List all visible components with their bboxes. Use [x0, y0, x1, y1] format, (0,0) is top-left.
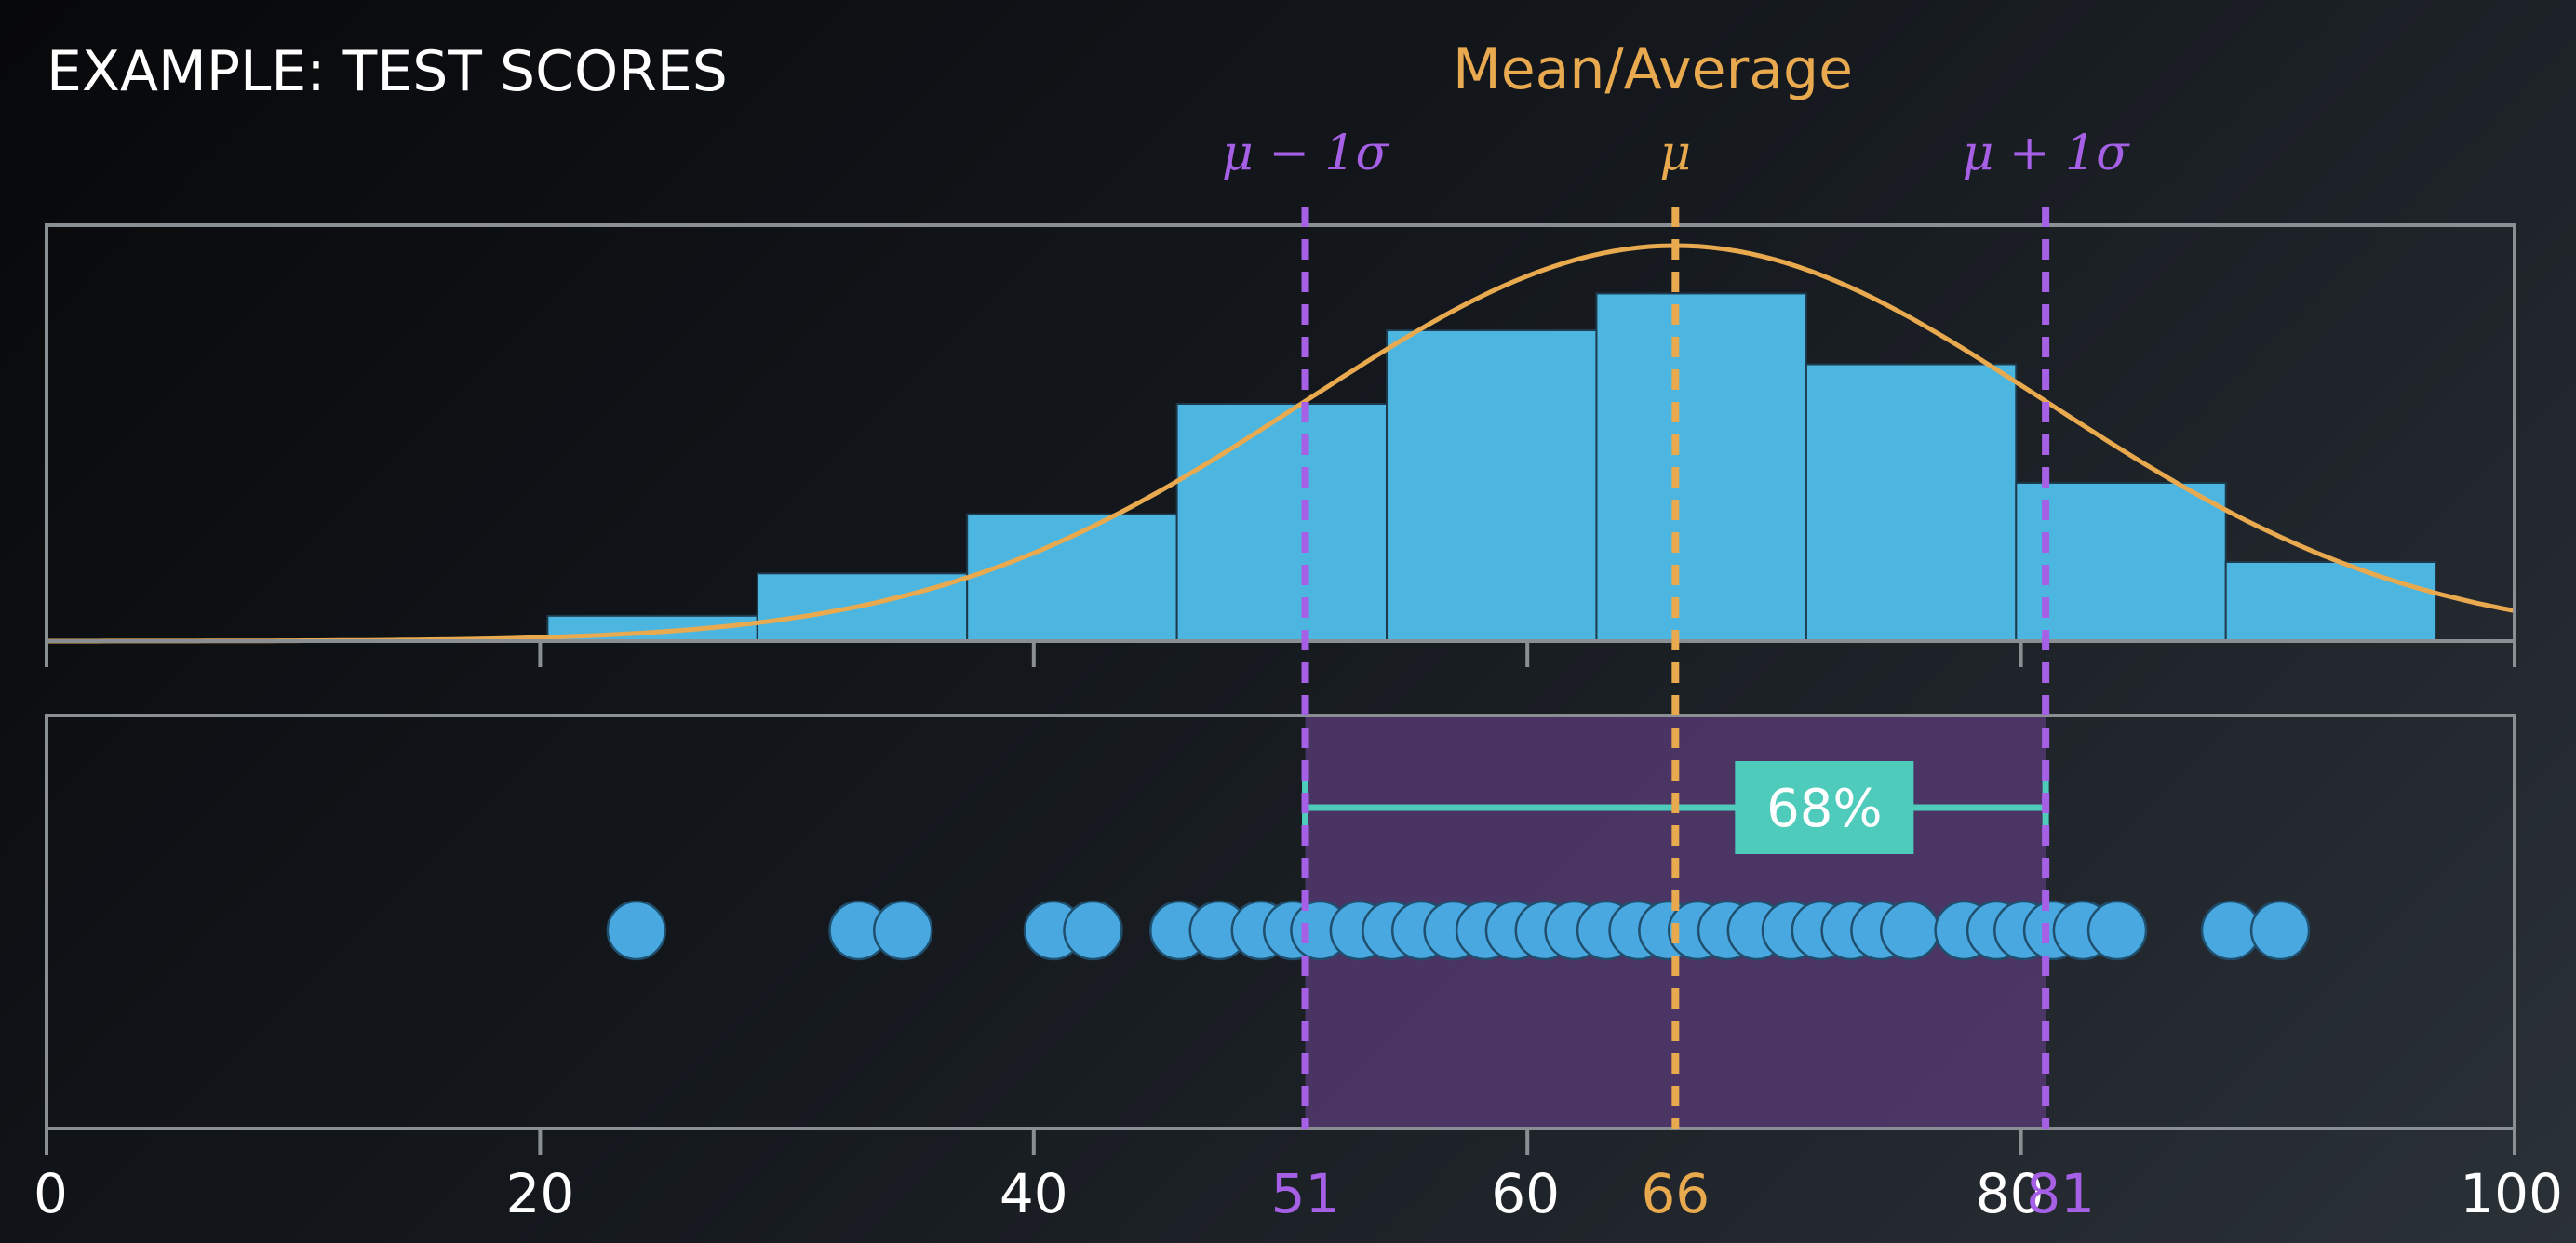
score-dot [606, 900, 667, 961]
score-dot [1063, 900, 1123, 961]
x-tick-label: 20 [505, 1162, 574, 1225]
x-tick-label: 100 [2460, 1162, 2563, 1225]
dot-plot-layer [606, 900, 2311, 961]
mean-symbol-label: μ [1659, 126, 1691, 181]
histogram-bar [1175, 403, 1389, 642]
plus-one-sigma-label: μ + 1σ [1963, 126, 2131, 181]
x-tick-label: 51 [1271, 1162, 1340, 1225]
score-dot [1880, 900, 1940, 961]
dot-plot-frame [45, 714, 2516, 1130]
x-tick-label: 81 [2026, 1162, 2095, 1225]
reference-lines-layer [1301, 207, 2050, 1129]
chart-title: EXAMPLE: TEST SCORES [47, 39, 728, 104]
percent-badge [1735, 761, 1914, 854]
score-dot [872, 900, 933, 961]
percent-label: 68% [1766, 779, 1882, 839]
histogram-layer [546, 292, 2437, 643]
score-dot [2086, 900, 2148, 961]
minus-one-sigma-label: μ − 1σ [1222, 126, 1390, 181]
histogram-bar [1595, 292, 1807, 642]
histogram-bar [1386, 328, 1598, 642]
score-dot [2249, 900, 2311, 961]
sixty-eight-percent-bracket: 68% [1302, 761, 2049, 854]
x-tick-label: 60 [1491, 1162, 1560, 1225]
histogram-bar [2015, 482, 2227, 642]
frame-layer [45, 223, 2516, 1155]
histogram-bar [966, 513, 1178, 643]
x-tick-label: 0 [34, 1162, 68, 1225]
histogram-bar [2224, 561, 2437, 642]
x-tick-label: 40 [1000, 1162, 1068, 1225]
x-tick-label: 80 [1976, 1162, 2045, 1225]
mean-average-label: Mean/Average [1453, 37, 1853, 102]
histogram-frame [45, 223, 2516, 641]
x-tick-label: 66 [1641, 1162, 1710, 1225]
histogram-bar [1805, 363, 2018, 642]
